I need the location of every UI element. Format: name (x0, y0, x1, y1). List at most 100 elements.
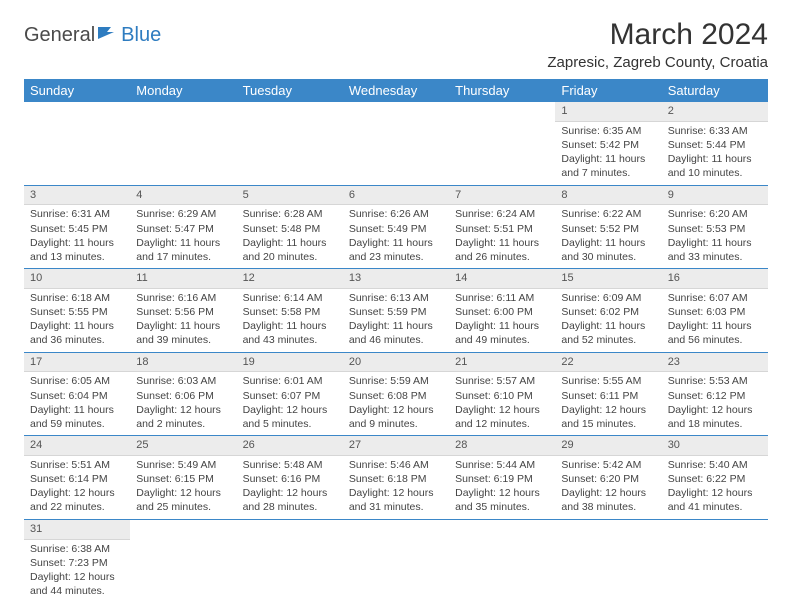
calendar-cell (449, 102, 555, 185)
calendar-cell: 15Sunrise: 6:09 AMSunset: 6:02 PMDayligh… (555, 269, 661, 352)
sunrise-text: Sunrise: 6:05 AM (30, 374, 124, 388)
calendar-cell: 16Sunrise: 6:07 AMSunset: 6:03 PMDayligh… (662, 269, 768, 352)
calendar-cell: 4Sunrise: 6:29 AMSunset: 5:47 PMDaylight… (130, 185, 236, 268)
calendar-cell: 20Sunrise: 5:59 AMSunset: 6:08 PMDayligh… (343, 352, 449, 435)
day-number: 7 (449, 186, 555, 205)
day-number: 6 (343, 186, 449, 205)
sunrise-text: Sunrise: 6:13 AM (349, 291, 443, 305)
sunset-text: Sunset: 5:55 PM (30, 305, 124, 319)
day-number: 1 (555, 102, 661, 121)
sunset-text: Sunset: 6:14 PM (30, 472, 124, 486)
month-title: March 2024 (547, 18, 768, 52)
day-number: 28 (449, 436, 555, 455)
weekday-header: Thursday (449, 79, 555, 102)
daylight-text: Daylight: 12 hours and 12 minutes. (455, 403, 549, 431)
calendar-cell: 10Sunrise: 6:18 AMSunset: 5:55 PMDayligh… (24, 269, 130, 352)
day-content: Sunrise: 5:57 AMSunset: 6:10 PMDaylight:… (449, 372, 555, 435)
day-number: 24 (24, 436, 130, 455)
day-number: 10 (24, 269, 130, 288)
day-number: 17 (24, 353, 130, 372)
day-content: Sunrise: 6:26 AMSunset: 5:49 PMDaylight:… (343, 205, 449, 268)
sunset-text: Sunset: 5:56 PM (136, 305, 230, 319)
calendar-cell: 19Sunrise: 6:01 AMSunset: 6:07 PMDayligh… (237, 352, 343, 435)
calendar-cell: 24Sunrise: 5:51 AMSunset: 6:14 PMDayligh… (24, 436, 130, 519)
day-number: 5 (237, 186, 343, 205)
day-number: 3 (24, 186, 130, 205)
sunrise-text: Sunrise: 5:40 AM (668, 458, 762, 472)
sunset-text: Sunset: 5:45 PM (30, 222, 124, 236)
day-number: 25 (130, 436, 236, 455)
day-number: 13 (343, 269, 449, 288)
day-content: Sunrise: 5:42 AMSunset: 6:20 PMDaylight:… (555, 456, 661, 519)
sunset-text: Sunset: 6:03 PM (668, 305, 762, 319)
sunset-text: Sunset: 6:18 PM (349, 472, 443, 486)
calendar-week: 10Sunrise: 6:18 AMSunset: 5:55 PMDayligh… (24, 269, 768, 352)
sunset-text: Sunset: 6:07 PM (243, 389, 337, 403)
day-number: 14 (449, 269, 555, 288)
weekday-header: Monday (130, 79, 236, 102)
calendar-cell: 18Sunrise: 6:03 AMSunset: 6:06 PMDayligh… (130, 352, 236, 435)
sunset-text: Sunset: 6:12 PM (668, 389, 762, 403)
logo: General Blue (24, 18, 161, 47)
sunset-text: Sunset: 6:08 PM (349, 389, 443, 403)
calendar-week: 31Sunrise: 6:38 AMSunset: 7:23 PMDayligh… (24, 519, 768, 602)
day-content: Sunrise: 5:48 AMSunset: 6:16 PMDaylight:… (237, 456, 343, 519)
sunset-text: Sunset: 5:47 PM (136, 222, 230, 236)
sunset-text: Sunset: 6:00 PM (455, 305, 549, 319)
daylight-text: Daylight: 11 hours and 26 minutes. (455, 236, 549, 264)
day-content: Sunrise: 6:03 AMSunset: 6:06 PMDaylight:… (130, 372, 236, 435)
sunrise-text: Sunrise: 6:03 AM (136, 374, 230, 388)
day-content: Sunrise: 5:44 AMSunset: 6:19 PMDaylight:… (449, 456, 555, 519)
day-content: Sunrise: 6:01 AMSunset: 6:07 PMDaylight:… (237, 372, 343, 435)
calendar-cell: 5Sunrise: 6:28 AMSunset: 5:48 PMDaylight… (237, 185, 343, 268)
calendar-cell: 7Sunrise: 6:24 AMSunset: 5:51 PMDaylight… (449, 185, 555, 268)
daylight-text: Daylight: 11 hours and 33 minutes. (668, 236, 762, 264)
calendar-cell (555, 519, 661, 602)
daylight-text: Daylight: 12 hours and 41 minutes. (668, 486, 762, 514)
calendar-cell (343, 102, 449, 185)
day-number: 23 (662, 353, 768, 372)
sunrise-text: Sunrise: 6:09 AM (561, 291, 655, 305)
sunset-text: Sunset: 5:48 PM (243, 222, 337, 236)
day-number: 22 (555, 353, 661, 372)
day-number: 30 (662, 436, 768, 455)
day-content: Sunrise: 6:09 AMSunset: 6:02 PMDaylight:… (555, 289, 661, 352)
weekday-header: Tuesday (237, 79, 343, 102)
calendar-head: SundayMondayTuesdayWednesdayThursdayFrid… (24, 79, 768, 102)
daylight-text: Daylight: 12 hours and 35 minutes. (455, 486, 549, 514)
day-content: Sunrise: 6:11 AMSunset: 6:00 PMDaylight:… (449, 289, 555, 352)
day-content: Sunrise: 5:55 AMSunset: 6:11 PMDaylight:… (555, 372, 661, 435)
daylight-text: Daylight: 12 hours and 38 minutes. (561, 486, 655, 514)
daylight-text: Daylight: 12 hours and 28 minutes. (243, 486, 337, 514)
title-block: March 2024 Zapresic, Zagreb County, Croa… (547, 18, 768, 71)
day-content: Sunrise: 6:16 AMSunset: 5:56 PMDaylight:… (130, 289, 236, 352)
calendar-cell: 14Sunrise: 6:11 AMSunset: 6:00 PMDayligh… (449, 269, 555, 352)
calendar-cell (449, 519, 555, 602)
day-content: Sunrise: 6:13 AMSunset: 5:59 PMDaylight:… (343, 289, 449, 352)
daylight-text: Daylight: 11 hours and 7 minutes. (561, 152, 655, 180)
day-content: Sunrise: 5:49 AMSunset: 6:15 PMDaylight:… (130, 456, 236, 519)
sunrise-text: Sunrise: 5:53 AM (668, 374, 762, 388)
daylight-text: Daylight: 12 hours and 5 minutes. (243, 403, 337, 431)
daylight-text: Daylight: 12 hours and 31 minutes. (349, 486, 443, 514)
sunrise-text: Sunrise: 6:22 AM (561, 207, 655, 221)
daylight-text: Daylight: 12 hours and 2 minutes. (136, 403, 230, 431)
sunrise-text: Sunrise: 6:20 AM (668, 207, 762, 221)
calendar-cell: 8Sunrise: 6:22 AMSunset: 5:52 PMDaylight… (555, 185, 661, 268)
calendar-cell: 27Sunrise: 5:46 AMSunset: 6:18 PMDayligh… (343, 436, 449, 519)
day-content: Sunrise: 5:40 AMSunset: 6:22 PMDaylight:… (662, 456, 768, 519)
calendar-cell: 11Sunrise: 6:16 AMSunset: 5:56 PMDayligh… (130, 269, 236, 352)
sunset-text: Sunset: 6:15 PM (136, 472, 230, 486)
sunrise-text: Sunrise: 6:33 AM (668, 124, 762, 138)
daylight-text: Daylight: 12 hours and 44 minutes. (30, 570, 124, 598)
weekday-header: Sunday (24, 79, 130, 102)
day-content: Sunrise: 6:31 AMSunset: 5:45 PMDaylight:… (24, 205, 130, 268)
day-content: Sunrise: 5:51 AMSunset: 6:14 PMDaylight:… (24, 456, 130, 519)
calendar-cell: 3Sunrise: 6:31 AMSunset: 5:45 PMDaylight… (24, 185, 130, 268)
sunset-text: Sunset: 5:49 PM (349, 222, 443, 236)
flag-icon (97, 25, 119, 46)
calendar-cell: 29Sunrise: 5:42 AMSunset: 6:20 PMDayligh… (555, 436, 661, 519)
day-number: 4 (130, 186, 236, 205)
calendar-cell: 23Sunrise: 5:53 AMSunset: 6:12 PMDayligh… (662, 352, 768, 435)
sunset-text: Sunset: 6:11 PM (561, 389, 655, 403)
